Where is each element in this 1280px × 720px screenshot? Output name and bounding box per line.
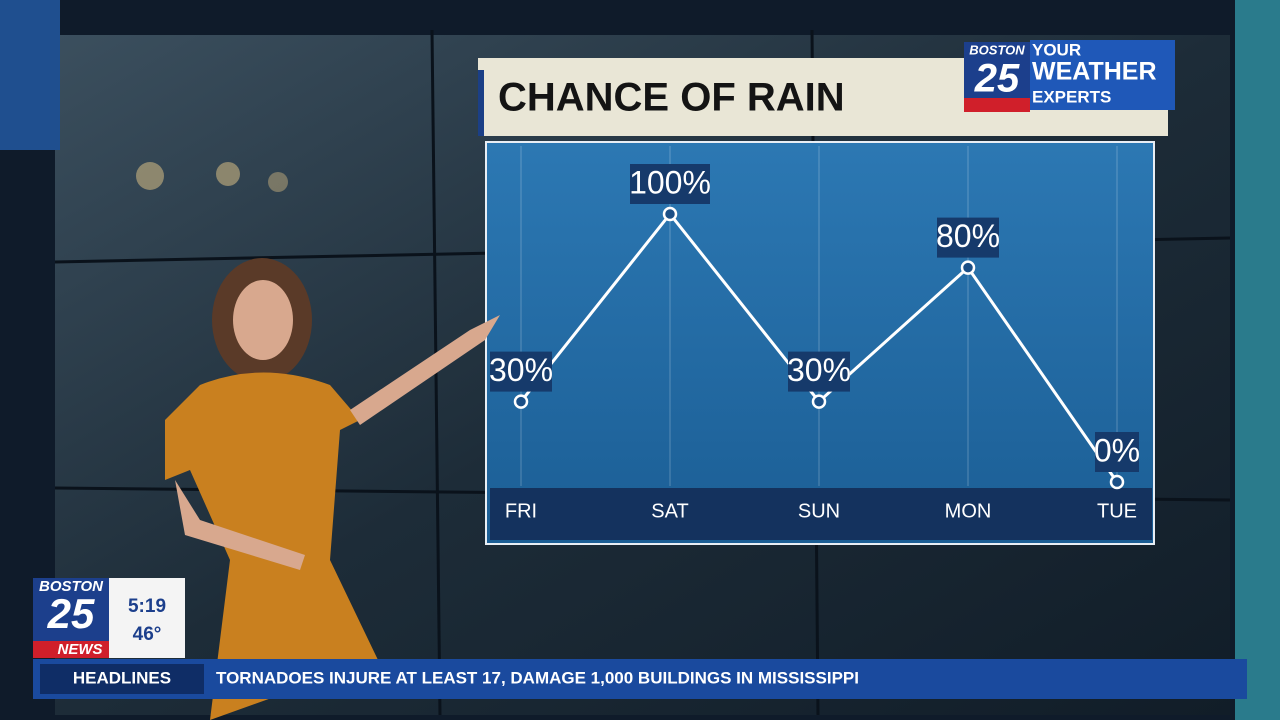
bug-number: 25 [47,590,95,637]
arm [175,480,305,570]
value-label-box [630,164,710,204]
arm [350,315,500,425]
ticker-label-box [40,664,204,694]
x-tick-label: FRI [505,500,537,522]
x-tick-label: TUE [1097,500,1137,522]
ticker [33,659,1247,699]
x-tick-label: SUN [798,500,840,522]
banner-accent [478,70,484,136]
logo-brand: BOSTON [969,42,1025,57]
chart-panel [485,141,1155,545]
logo-line: EXPERTS [1032,87,1111,106]
point [513,394,529,409]
value-label-box [788,351,850,392]
value-label: 30% [489,352,553,388]
logo-line: YOUR [1032,40,1081,59]
ticker-headline: TORNADOES INJURE AT LEAST 17, DAMAGE 1,0… [216,668,859,687]
logo-number: 25 [974,57,1020,101]
wall-edge [0,0,60,150]
bug-stripe [33,641,109,658]
value-label-box [490,351,552,392]
bug-time: 5:19 [128,596,166,617]
ticker-label: HEADLINES [73,668,171,687]
logo-line: WEATHER [1032,58,1157,86]
point [662,206,678,222]
value-label-box [937,217,999,258]
value-label: 30% [787,352,851,388]
value-label: 80% [936,218,1000,254]
station-bug: BOSTON 25 NEWS 5:19 46° [33,578,185,658]
chart-title: CHANCE OF RAIN [498,76,845,120]
bug-temperature: 46° [133,624,162,645]
x-tick-label: MON [945,500,992,522]
logo-stripe [964,98,1030,112]
point [960,260,976,275]
point [811,394,827,409]
x-tick-label: SAT [651,500,688,522]
bug-info [109,578,185,658]
value-label: 100% [629,164,711,200]
presenter [165,258,500,720]
weather-logo: BOSTON 25 YOUR WEATHER EXPERTS [964,40,1175,112]
category-strip [490,488,1152,540]
plot: FRI SAT SUN MON TUE 30% 100% 30% 80% 0% [489,146,1140,522]
point [1109,474,1125,490]
logo-box [1030,40,1175,110]
bokeh [216,162,240,186]
bokeh [268,172,288,192]
value-label-box [1095,432,1139,472]
face [233,280,293,360]
bug-tag: NEWS [58,641,103,658]
bug-brand: BOSTON [39,578,104,595]
bokeh [136,162,164,190]
wall-edge [1235,0,1280,720]
value-label: 0% [1094,432,1140,468]
